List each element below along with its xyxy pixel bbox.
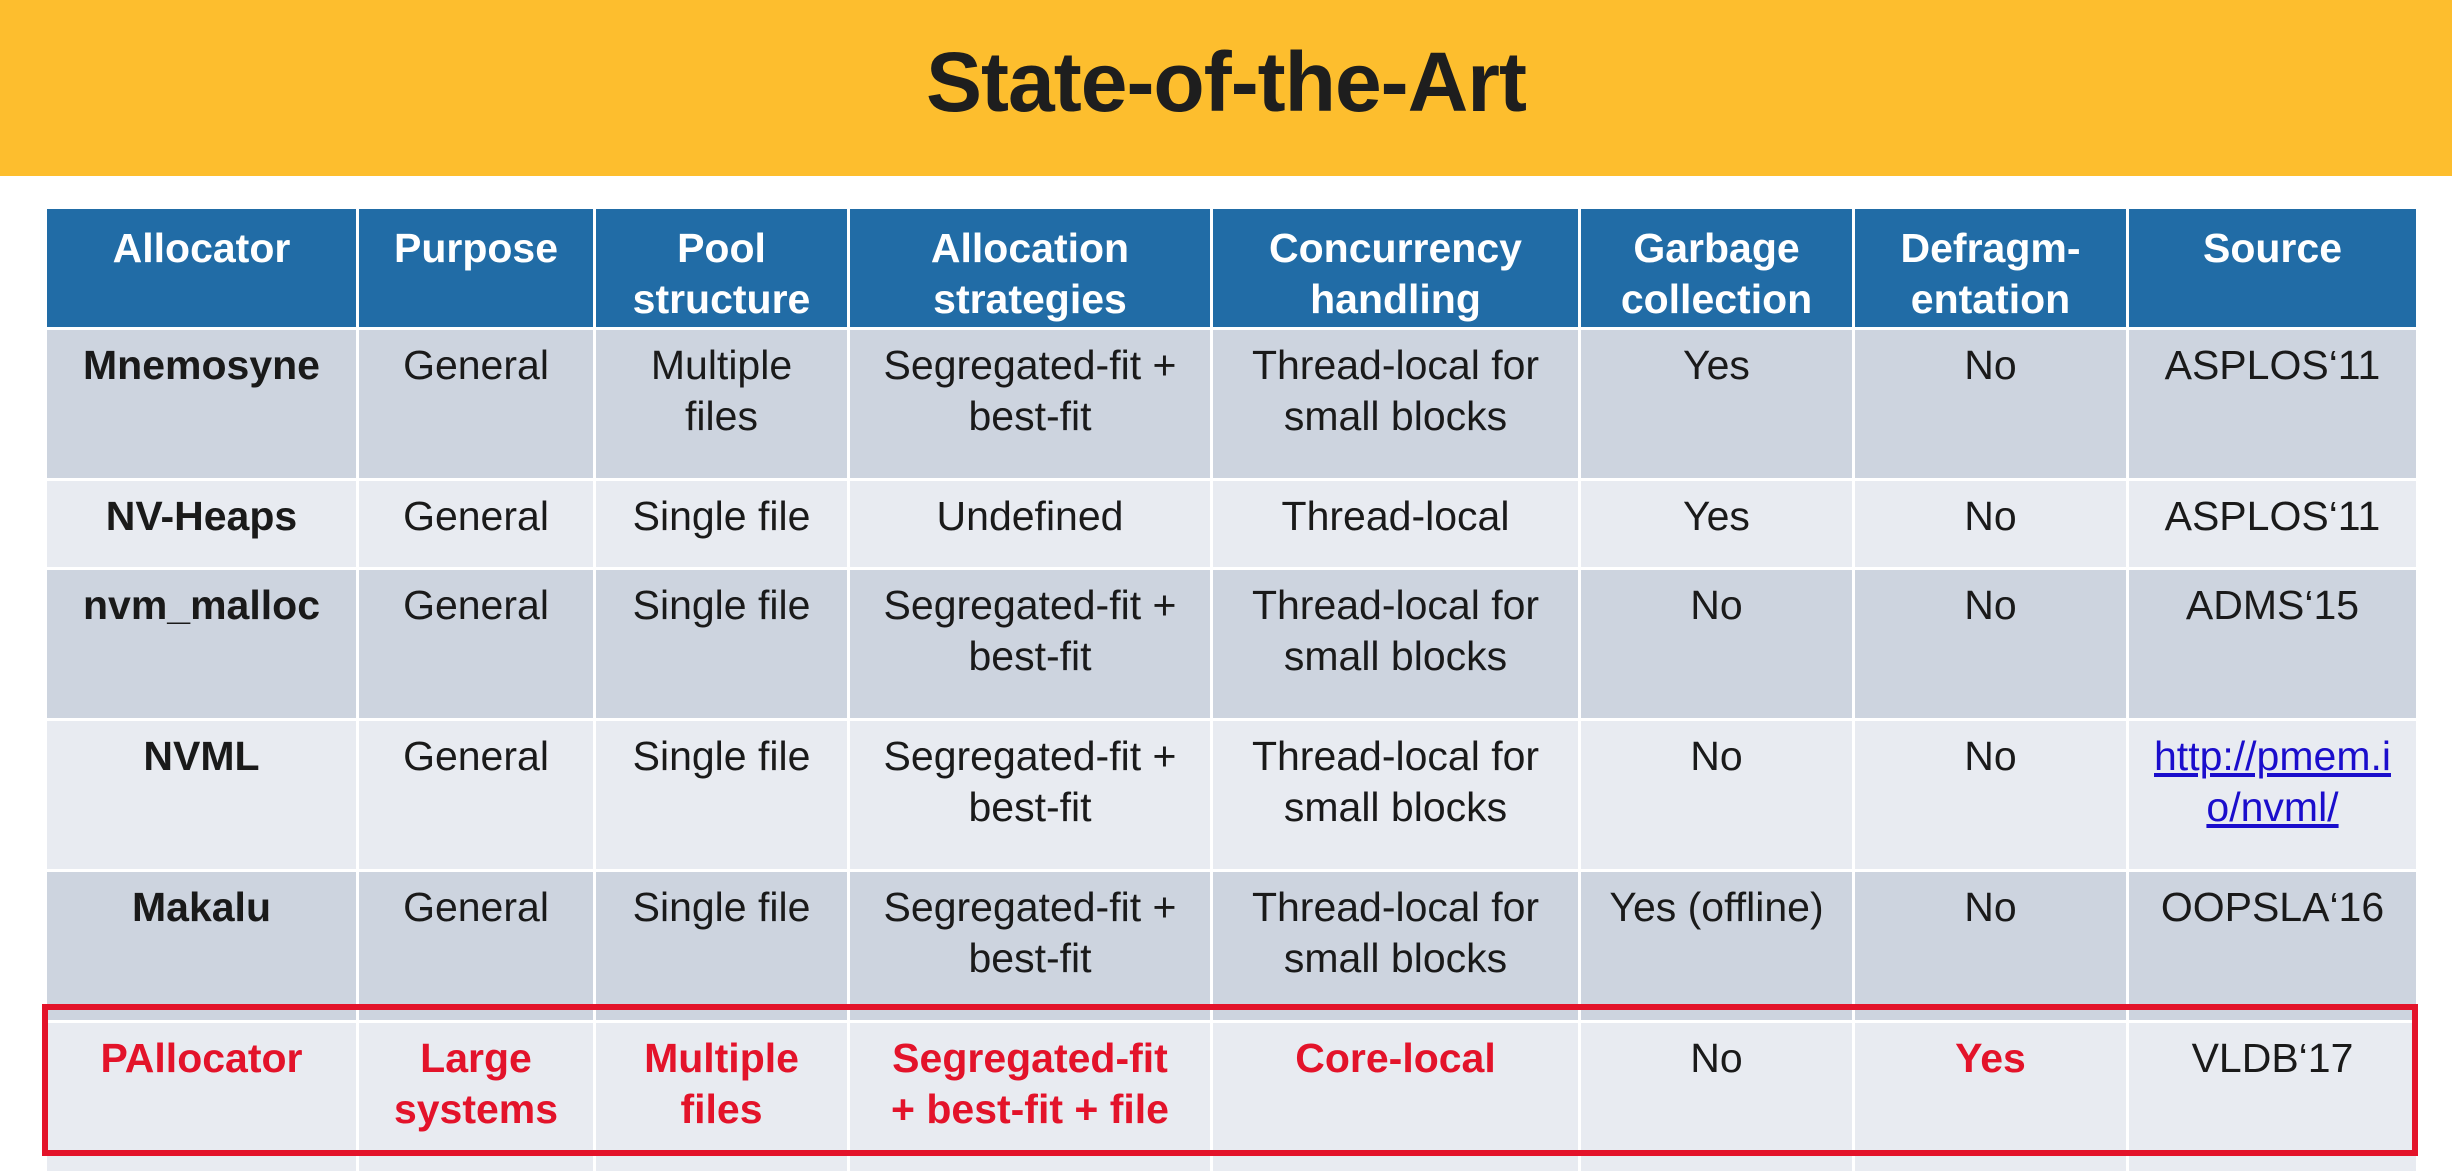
cell-allocator: PAllocator <box>44 1020 359 1172</box>
cell-pool: Single file <box>593 718 850 872</box>
cell-strategies: Segregated-fit + best-fit <box>847 869 1213 1023</box>
table-row: nvm_malloc General Single file Segregate… <box>44 567 2419 721</box>
cell-allocator: Mnemosyne <box>44 327 359 481</box>
cell-pool: Single file <box>593 478 850 570</box>
header-concurrency-handling: Concurrency handling <box>1210 206 1581 330</box>
cell-concurrency: Core-local <box>1210 1020 1581 1172</box>
cell-purpose: General <box>356 567 596 721</box>
cell-purpose: General <box>356 718 596 872</box>
cell-source: OOPSLA‘16 <box>2126 869 2419 1023</box>
cell-purpose: General <box>356 478 596 570</box>
cell-gc: No <box>1578 567 1855 721</box>
cell-defrag: No <box>1852 869 2129 1023</box>
table-row: NV-Heaps General Single file Undefined T… <box>44 478 2419 570</box>
cell-pool: Single file <box>593 869 850 1023</box>
comparison-table: Allocator Purpose Pool structure Allocati… <box>44 206 2419 1172</box>
cell-allocator: nvm_malloc <box>44 567 359 721</box>
cell-strategies: Segregated-fit + best-fit <box>847 327 1213 481</box>
cell-gc: Yes (offline) <box>1578 869 1855 1023</box>
cell-strategies: Undefined <box>847 478 1213 570</box>
cell-allocator: NVML <box>44 718 359 872</box>
table-row: NVML General Single file Segregated-fit … <box>44 718 2419 872</box>
cell-defrag: No <box>1852 478 2129 570</box>
header-garbage-collection: Garbage collection <box>1578 206 1855 330</box>
cell-gc: No <box>1578 1020 1855 1172</box>
cell-purpose: General <box>356 869 596 1023</box>
header-row: Allocator Purpose Pool structure Allocati… <box>44 206 2419 330</box>
cell-gc: No <box>1578 718 1855 872</box>
cell-allocator: NV-Heaps <box>44 478 359 570</box>
header-allocator: Allocator <box>44 206 359 330</box>
header-purpose: Purpose <box>356 206 596 330</box>
cell-source: ASPLOS‘11 <box>2126 478 2419 570</box>
cell-defrag: No <box>1852 327 2129 481</box>
header-allocation-strategies: Allocation strategies <box>847 206 1213 330</box>
cell-source: ASPLOS‘11 <box>2126 327 2419 481</box>
cell-strategies: Segregated-fit + best-fit + file <box>847 1020 1213 1172</box>
table-row: Mnemosyne General Multiple files Segregat… <box>44 327 2419 481</box>
cell-concurrency: Thread-local <box>1210 478 1581 570</box>
cell-strategies: Segregated-fit + best-fit <box>847 718 1213 872</box>
cell-pool: Single file <box>593 567 850 721</box>
cell-defrag: No <box>1852 718 2129 872</box>
cell-defrag: No <box>1852 567 2129 721</box>
cell-concurrency: Thread-local for small blocks <box>1210 869 1581 1023</box>
cell-gc: Yes <box>1578 327 1855 481</box>
cell-concurrency: Thread-local for small blocks <box>1210 567 1581 721</box>
cell-purpose: General <box>356 327 596 481</box>
cell-source: VLDB‘17 <box>2126 1020 2419 1172</box>
cell-concurrency: Thread-local for small blocks <box>1210 327 1581 481</box>
cell-purpose: Large systems <box>356 1020 596 1172</box>
table-row: Makalu General Single file Segregated-fi… <box>44 869 2419 1023</box>
source-link[interactable]: http://pmem.i o/nvml/ <box>2154 733 2391 830</box>
header-source: Source <box>2126 206 2419 330</box>
cell-pool: Multiple files <box>593 327 850 481</box>
cell-allocator: Makalu <box>44 869 359 1023</box>
cell-gc: Yes <box>1578 478 1855 570</box>
cell-strategies: Segregated-fit + best-fit <box>847 567 1213 721</box>
cell-source: ADMS‘15 <box>2126 567 2419 721</box>
slide-title: State-of-the-Art <box>926 34 1527 129</box>
cell-concurrency: Thread-local for small blocks <box>1210 718 1581 872</box>
cell-source: http://pmem.i o/nvml/ <box>2126 718 2419 872</box>
cell-defrag: Yes <box>1852 1020 2129 1172</box>
table-row-highlighted: PAllocator Large systems Multiple files Se… <box>44 1020 2419 1172</box>
header-pool-structure: Pool structure <box>593 206 850 330</box>
header-defragmentation: Defragm-entation <box>1852 206 2129 330</box>
title-bar: State-of-the-Art <box>0 0 2452 176</box>
cell-pool: Multiple files <box>593 1020 850 1172</box>
